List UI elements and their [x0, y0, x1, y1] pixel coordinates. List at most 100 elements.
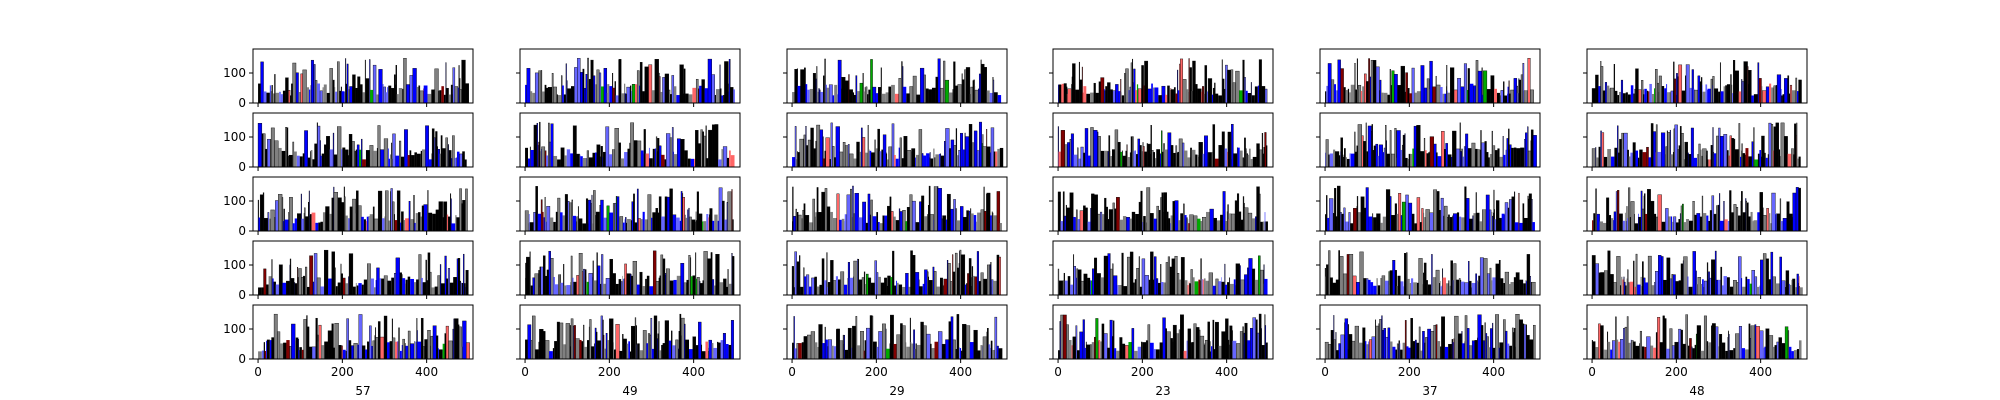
- bar: [1439, 283, 1441, 295]
- bar: [1683, 159, 1685, 167]
- bar: [427, 252, 431, 296]
- panel-frame: [1586, 240, 1808, 296]
- bar: [1336, 90, 1338, 103]
- bar: [1673, 216, 1677, 232]
- bar: [257, 123, 263, 168]
- bar: [1728, 155, 1730, 167]
- bar: [566, 149, 571, 167]
- bar: [913, 329, 915, 360]
- bar: [719, 282, 724, 295]
- bar: [1387, 94, 1390, 103]
- bar: [444, 255, 447, 296]
- bar: [1079, 79, 1083, 104]
- bar: [622, 275, 624, 295]
- bar: [910, 341, 912, 359]
- bar: [1718, 127, 1721, 168]
- bar: [1140, 190, 1143, 232]
- bar: [891, 84, 895, 103]
- bar: [1400, 149, 1403, 167]
- bar: [1199, 335, 1205, 360]
- bar: [1136, 154, 1138, 167]
- bar: [537, 213, 542, 231]
- bar: [824, 58, 826, 104]
- bar: [1475, 60, 1479, 104]
- bar: [340, 273, 343, 296]
- bar: [447, 268, 451, 296]
- bar: [619, 216, 624, 232]
- bar: [1710, 78, 1713, 104]
- bar: [1655, 216, 1659, 232]
- bar: [1389, 270, 1393, 296]
- bar: [1798, 187, 1801, 232]
- bar: [792, 92, 795, 103]
- bar: [407, 330, 411, 360]
- bar: [1411, 67, 1415, 104]
- bar: [1195, 84, 1198, 103]
- bar: [1733, 348, 1736, 359]
- bar: [1423, 262, 1427, 296]
- bar: [282, 282, 287, 295]
- bar: [1117, 141, 1121, 168]
- bar: [1509, 199, 1512, 232]
- bar: [348, 253, 354, 296]
- bar: [1325, 139, 1329, 168]
- bar: [1167, 256, 1170, 296]
- bar: [1627, 218, 1629, 231]
- bar: [1342, 154, 1344, 167]
- bar: [370, 89, 374, 103]
- bar: [872, 341, 877, 359]
- bar: [1437, 341, 1441, 359]
- bar: [1731, 84, 1733, 103]
- bar: [1262, 221, 1265, 231]
- bar: [1741, 278, 1743, 295]
- bar: [414, 152, 417, 167]
- bar: [457, 87, 459, 103]
- bar: [1197, 154, 1199, 167]
- bar: [553, 276, 555, 295]
- bar: [1607, 149, 1612, 167]
- bar: [288, 154, 293, 167]
- bar: [1420, 65, 1425, 104]
- bar: [1094, 257, 1098, 296]
- bar: [1651, 285, 1655, 295]
- bar: [878, 331, 883, 360]
- bar: [1398, 193, 1402, 232]
- bar: [387, 148, 389, 167]
- bar: [666, 133, 671, 168]
- bar: [315, 222, 319, 231]
- bar: [1747, 279, 1750, 295]
- bar: [606, 92, 608, 103]
- bar: [601, 254, 604, 296]
- bar: [870, 59, 873, 104]
- bar: [1492, 277, 1496, 295]
- bar: [322, 87, 324, 103]
- bar: [1380, 222, 1383, 231]
- bar: [593, 280, 597, 295]
- bar: [400, 156, 405, 167]
- bar: [803, 336, 808, 360]
- bar: [565, 323, 570, 360]
- bar: [664, 73, 669, 104]
- bar: [288, 90, 291, 104]
- bar: [1688, 220, 1693, 231]
- bar: [612, 149, 616, 168]
- bar: [573, 325, 576, 360]
- bar: [549, 351, 553, 359]
- bar: [1668, 216, 1671, 231]
- bar: [428, 212, 433, 231]
- bar: [702, 221, 704, 231]
- bar: [1154, 158, 1157, 167]
- bar: [289, 258, 292, 296]
- bar: [420, 150, 422, 167]
- bar: [881, 149, 884, 167]
- bar: [1728, 334, 1730, 360]
- bar: [534, 72, 539, 104]
- bar: [717, 220, 719, 231]
- bar: [918, 129, 923, 168]
- bar: [792, 157, 796, 167]
- bar: [1094, 194, 1098, 232]
- bar: [813, 148, 816, 167]
- bar: [1060, 221, 1064, 231]
- column-label: 49: [622, 384, 637, 398]
- bar: [1427, 284, 1432, 295]
